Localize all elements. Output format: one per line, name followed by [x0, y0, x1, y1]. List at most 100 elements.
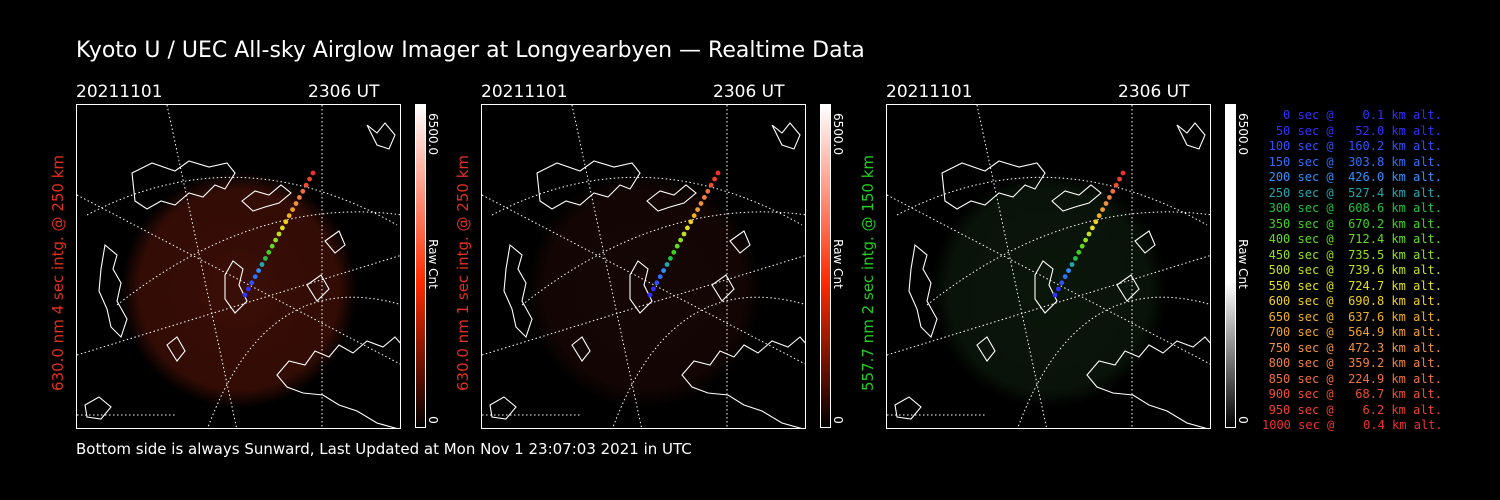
coastline: [681, 336, 805, 428]
meridian-line: [887, 255, 1210, 356]
legend-row: 650 sec @ 637.6 km alt.: [1268, 309, 1442, 324]
latitude-circle: [521, 211, 805, 306]
trajectory-point: [654, 280, 660, 286]
trajectory-point: [705, 188, 711, 194]
color-scale-min-text: 0: [831, 416, 845, 424]
panel-label-text: 557.7 nm 2 sec intg. @ 150 km: [859, 154, 877, 392]
color-scale-bar: [1225, 104, 1236, 428]
trajectory-point: [657, 274, 663, 280]
trajectory-point: [647, 292, 653, 298]
legend-row: 500 sec @ 739.6 km alt.: [1268, 263, 1442, 277]
coastline: [908, 243, 938, 339]
latitude-circle: [116, 211, 400, 306]
latitude-circle: [207, 296, 400, 428]
color-scale-min-text: 0: [426, 416, 440, 424]
trajectory-point: [671, 249, 677, 255]
trajectory-point: [712, 176, 717, 182]
trajectory-point: [698, 201, 704, 206]
panel-557nm-2sec: 20211101 2306 UT 557.7 nm 2 sec intg. @ …: [859, 80, 1266, 440]
trajectory-point: [691, 213, 697, 219]
coastline: [646, 184, 697, 212]
trajectory-point: [668, 256, 673, 261]
trajectory-point: [1103, 201, 1109, 206]
color-scale-max-text: 6500.0: [426, 113, 440, 155]
legend-row: 50 sec @ 52.0 km alt.: [1275, 123, 1442, 138]
color-scale-unit-text: Raw Cnt: [1236, 239, 1250, 289]
trajectory-point: [685, 225, 690, 231]
trajectory-point: [1079, 243, 1085, 249]
trajectory-point: [276, 231, 282, 237]
trajectory-point: [283, 219, 289, 225]
allsky-map: [76, 104, 401, 429]
latitude-circle: [1017, 296, 1210, 428]
trajectory-point: [259, 262, 265, 267]
coastline: [1176, 122, 1206, 150]
meridian-line: [571, 105, 643, 428]
color-scale-unit-text: Raw Cnt: [426, 239, 440, 289]
airglow-field: [121, 172, 357, 408]
color-scale-bar: [820, 104, 831, 428]
trajectory-point: [266, 249, 272, 255]
coastline: [306, 274, 330, 302]
legend-row: 350 sec @ 670.2 km alt.: [1268, 216, 1442, 231]
coastline: [366, 122, 396, 150]
legend-row: 400 sec @ 712.4 km alt.: [1268, 232, 1442, 246]
coastline: [166, 336, 186, 362]
panel-time: 2306 UT: [1118, 82, 1190, 102]
coastline: [98, 243, 128, 339]
trajectory-point: [681, 231, 687, 237]
meridian-line: [77, 194, 400, 365]
color-scale-min-text: 0: [1236, 416, 1250, 424]
trajectory-point: [246, 286, 251, 292]
coastline: [976, 336, 996, 362]
allsky-map: [481, 104, 806, 429]
legend-row: 300 sec @ 608.6 km alt.: [1268, 201, 1442, 215]
trajectory-point: [297, 195, 302, 200]
trajectory-point: [273, 237, 278, 243]
meridian-line: [166, 105, 238, 428]
legend-row: 950 sec @ 6.2 km alt.: [1268, 402, 1442, 417]
trajectory-point: [708, 182, 714, 188]
coastline: [729, 230, 751, 254]
page-title: Kyoto U / UEC All-sky Airglow Imager at …: [76, 38, 865, 63]
trajectory-point: [1083, 237, 1088, 243]
trajectory-point: [263, 256, 268, 261]
trajectory-point: [715, 170, 721, 176]
trajectory-point: [1059, 280, 1065, 286]
trajectory-point: [1056, 286, 1061, 292]
trajectory-point: [242, 292, 248, 298]
trajectory-point: [1093, 219, 1099, 225]
trajectory-point: [249, 280, 255, 286]
trajectory-point: [290, 207, 295, 212]
panel-630nm-1sec: 20211101 2306 UT 630.0 nm 1 sec intg. @ …: [454, 80, 861, 440]
panel-date: 20211101: [76, 82, 163, 102]
coastline: [84, 396, 112, 420]
trajectory-point: [1086, 231, 1092, 237]
trajectory-point: [280, 225, 285, 231]
coastline: [489, 396, 517, 420]
coastline: [536, 160, 641, 210]
coastline: [941, 160, 1046, 210]
trajectory-point: [1062, 274, 1068, 280]
trajectory-point: [702, 195, 707, 200]
trajectory-legend: 0 sec @ 0.1 km alt. 50 sec @ 52.0 km alt.…: [1262, 108, 1443, 434]
meridian-line: [482, 255, 805, 356]
footer-note: Bottom side is always Sunward, Last Upda…: [76, 440, 692, 458]
panel-time: 2306 UT: [308, 82, 380, 102]
color-scale-max-text: 6500.0: [1236, 113, 1250, 155]
legend-row: 850 sec @ 224.9 km alt.: [1268, 371, 1442, 386]
trajectory-point: [1090, 225, 1095, 231]
coastline: [241, 184, 292, 212]
trajectory-point: [1076, 249, 1082, 255]
coastline: [1086, 336, 1210, 428]
trajectory-point: [1069, 262, 1075, 267]
coastline: [503, 243, 533, 339]
trajectory-point: [1073, 256, 1078, 261]
legend-row: 1000 sec @ 0.4 km alt.: [1262, 418, 1443, 432]
color-scale-max-text: 6500.0: [831, 113, 845, 155]
trajectory-point: [1117, 176, 1122, 182]
color-scale-bar: [415, 104, 426, 428]
trajectory-point: [256, 268, 261, 273]
trajectory-point: [674, 243, 680, 249]
airglow-field: [526, 172, 762, 408]
